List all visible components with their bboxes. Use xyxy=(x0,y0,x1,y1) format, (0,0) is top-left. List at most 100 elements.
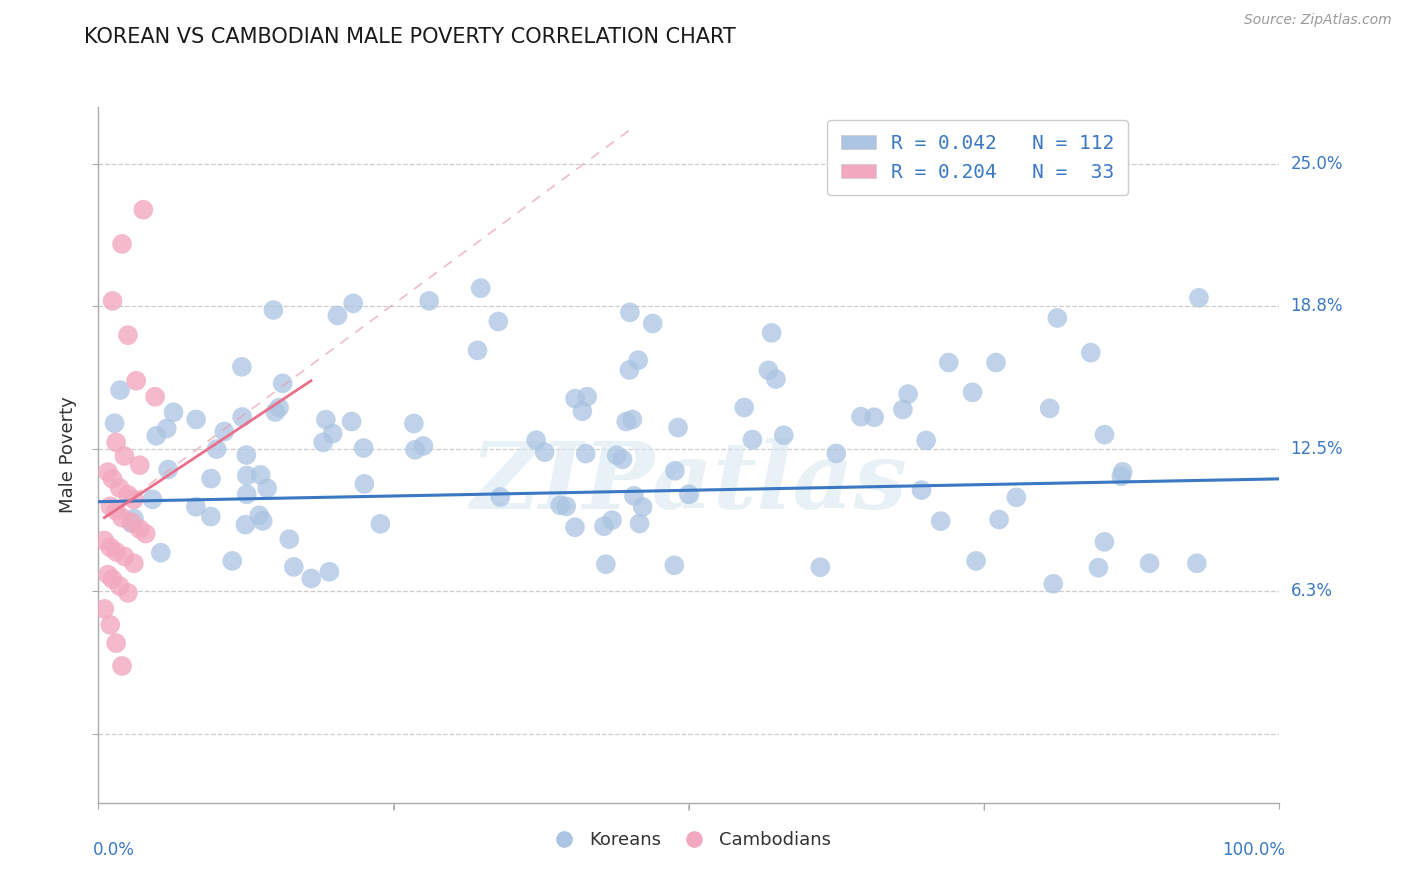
Point xyxy=(214,425,236,439)
Point xyxy=(548,498,571,512)
Point xyxy=(340,415,363,429)
Point xyxy=(117,488,139,502)
Point xyxy=(101,293,124,308)
Point xyxy=(256,481,278,495)
Point xyxy=(98,541,121,555)
Point xyxy=(184,412,207,426)
Point xyxy=(1094,427,1116,442)
Point xyxy=(236,468,259,483)
Point xyxy=(101,472,124,486)
Point xyxy=(105,504,128,518)
Point xyxy=(264,405,287,419)
Point xyxy=(162,405,184,419)
Point xyxy=(105,636,128,650)
Point xyxy=(231,359,253,374)
Point xyxy=(283,560,305,574)
Point xyxy=(606,448,628,462)
Point xyxy=(524,433,547,447)
Point xyxy=(772,428,794,442)
Point xyxy=(897,387,920,401)
Point xyxy=(111,510,134,524)
Point xyxy=(111,659,134,673)
Point xyxy=(236,487,259,501)
Point xyxy=(93,602,115,616)
Point xyxy=(112,549,135,564)
Point xyxy=(489,490,512,504)
Point xyxy=(249,467,271,482)
Point xyxy=(143,390,166,404)
Point xyxy=(221,554,243,568)
Point xyxy=(418,293,440,308)
Point xyxy=(575,447,598,461)
Point xyxy=(664,464,686,478)
Point xyxy=(1046,310,1069,325)
Point xyxy=(117,328,139,343)
Point xyxy=(157,462,180,476)
Point xyxy=(1111,465,1133,479)
Point xyxy=(1092,534,1115,549)
Text: ZIPatlas: ZIPatlas xyxy=(471,438,907,528)
Point xyxy=(984,355,1007,369)
Point xyxy=(205,442,228,456)
Text: 0.0%: 0.0% xyxy=(93,841,135,859)
Point xyxy=(733,401,755,415)
Point xyxy=(121,516,143,531)
Point xyxy=(117,586,139,600)
Text: 6.3%: 6.3% xyxy=(1291,582,1333,599)
Point xyxy=(326,309,349,323)
Text: Source: ZipAtlas.com: Source: ZipAtlas.com xyxy=(1244,13,1392,28)
Point xyxy=(910,483,932,497)
Point xyxy=(612,452,634,467)
Point xyxy=(231,409,253,424)
Point xyxy=(678,487,700,501)
Point xyxy=(627,353,650,368)
Point xyxy=(1185,556,1208,570)
Point xyxy=(641,317,664,331)
Point xyxy=(962,385,984,400)
Point xyxy=(965,554,987,568)
Point xyxy=(200,472,222,486)
Point xyxy=(621,412,644,426)
Text: 12.5%: 12.5% xyxy=(1291,441,1343,458)
Point xyxy=(135,526,157,541)
Point xyxy=(108,383,131,397)
Point xyxy=(235,448,257,462)
Y-axis label: Male Poverty: Male Poverty xyxy=(59,397,77,513)
Point xyxy=(929,514,952,528)
Point xyxy=(863,410,886,425)
Point xyxy=(631,500,654,514)
Point xyxy=(619,363,641,377)
Point xyxy=(849,409,872,424)
Point xyxy=(666,420,689,434)
Point xyxy=(105,435,128,450)
Point xyxy=(486,314,509,328)
Point xyxy=(623,489,645,503)
Point xyxy=(467,343,489,358)
Point xyxy=(93,533,115,548)
Point xyxy=(353,441,375,455)
Point xyxy=(278,532,301,546)
Point xyxy=(125,374,148,388)
Point xyxy=(141,492,163,507)
Point xyxy=(247,508,270,523)
Point xyxy=(269,401,291,415)
Point xyxy=(108,579,131,593)
Point xyxy=(370,516,392,531)
Point xyxy=(103,416,125,430)
Text: 25.0%: 25.0% xyxy=(1291,155,1343,173)
Point xyxy=(122,511,145,525)
Point xyxy=(571,404,593,418)
Point xyxy=(741,433,763,447)
Text: 18.8%: 18.8% xyxy=(1291,296,1343,315)
Point xyxy=(97,465,120,479)
Point xyxy=(108,481,131,495)
Legend: Koreans, Cambodians: Koreans, Cambodians xyxy=(538,824,839,856)
Text: KOREAN VS CAMBODIAN MALE POVERTY CORRELATION CHART: KOREAN VS CAMBODIAN MALE POVERTY CORRELA… xyxy=(84,27,737,46)
Point xyxy=(988,512,1011,526)
Point xyxy=(1080,345,1102,359)
Point xyxy=(915,434,938,448)
Point xyxy=(1111,469,1133,483)
Point xyxy=(664,558,686,573)
Point xyxy=(761,326,783,340)
Point xyxy=(98,500,121,514)
